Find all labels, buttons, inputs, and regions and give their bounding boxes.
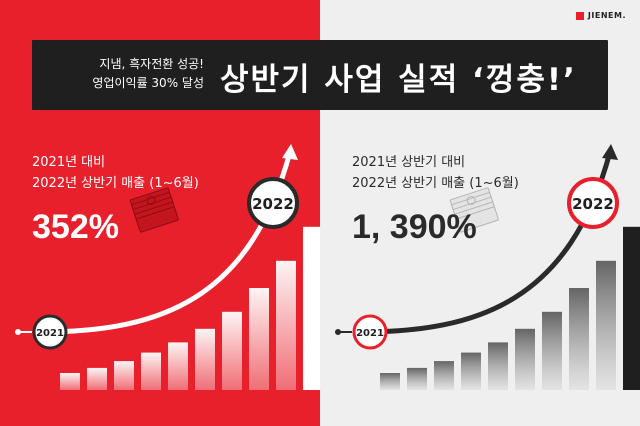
arrow-head-icon — [602, 144, 618, 160]
logo-mark-icon — [575, 11, 584, 20]
title-banner: 지냄, 흑자전환 성공! 영업이익률 30% 달성 상반기 사업 실적 ‘껑충!… — [32, 40, 608, 110]
banner-subtitle-line1: 지냄, 흑자전환 성공! — [99, 57, 204, 71]
chart-bar — [87, 367, 107, 390]
chart-bar — [623, 226, 640, 390]
chart-bar — [542, 311, 562, 390]
right-comparison-text: 2021년 상반기 대비 2022년 상반기 매출 (1~6월) — [352, 152, 519, 194]
chart-bar — [303, 226, 320, 390]
money-stack-icon — [129, 187, 179, 233]
end-year-label: 2022 — [252, 195, 294, 213]
banner-subtitle-line2: 영업이익률 30% 달성 — [92, 76, 204, 90]
chart-bar — [141, 352, 161, 390]
left-headline-percent: 352% — [32, 208, 119, 246]
banner-title: 상반기 사업 실적 ‘껑충!’ — [220, 62, 577, 98]
chart-bar — [434, 361, 454, 390]
end-badge — [247, 177, 299, 229]
chart-bar — [276, 260, 296, 390]
brand-logo: JIENEM. — [575, 11, 626, 20]
money-stack-icon — [449, 187, 499, 233]
left-growth-chart: 2021 2022 — [15, 144, 320, 390]
arrow-head-icon — [282, 144, 298, 160]
chart-bar — [461, 352, 481, 390]
start-year-label: 2021 — [36, 328, 64, 339]
right-growth-chart: 2021 2022 — [335, 144, 640, 390]
start-dot — [335, 329, 341, 335]
start-year-label: 2021 — [356, 328, 384, 339]
left-comparison-text: 2021년 대비 2022년 상반기 매출 (1~6월) — [32, 152, 199, 194]
chart-bar — [60, 373, 80, 390]
left-comparison-line2: 2022년 상반기 매출 (1~6월) — [32, 176, 199, 191]
chart-bar — [596, 260, 616, 390]
end-year-label: 2022 — [572, 195, 614, 213]
chart-bar — [515, 328, 535, 390]
start-badge — [32, 314, 68, 350]
chart-bar — [488, 342, 508, 390]
chart-bar — [222, 311, 242, 390]
chart-bar — [407, 367, 427, 390]
start-badge — [352, 314, 388, 350]
right-comparison-line2: 2022년 상반기 매출 (1~6월) — [352, 176, 519, 191]
right-headline-percent: 1, 390% — [352, 208, 477, 246]
end-badge — [567, 177, 619, 229]
left-comparison-line1: 2021년 대비 — [32, 155, 106, 170]
chart-bar — [380, 373, 400, 390]
logo-text: JIENEM. — [587, 11, 626, 20]
chart-bar — [569, 288, 589, 390]
chart-bar — [249, 288, 269, 390]
chart-bar — [195, 328, 215, 390]
right-comparison-line1: 2021년 상반기 대비 — [352, 155, 466, 170]
chart-bar — [114, 361, 134, 390]
banner-subtitle: 지냄, 흑자전환 성공! 영업이익률 30% 달성 — [44, 55, 204, 93]
chart-bar — [168, 342, 188, 390]
start-dot — [15, 329, 21, 335]
